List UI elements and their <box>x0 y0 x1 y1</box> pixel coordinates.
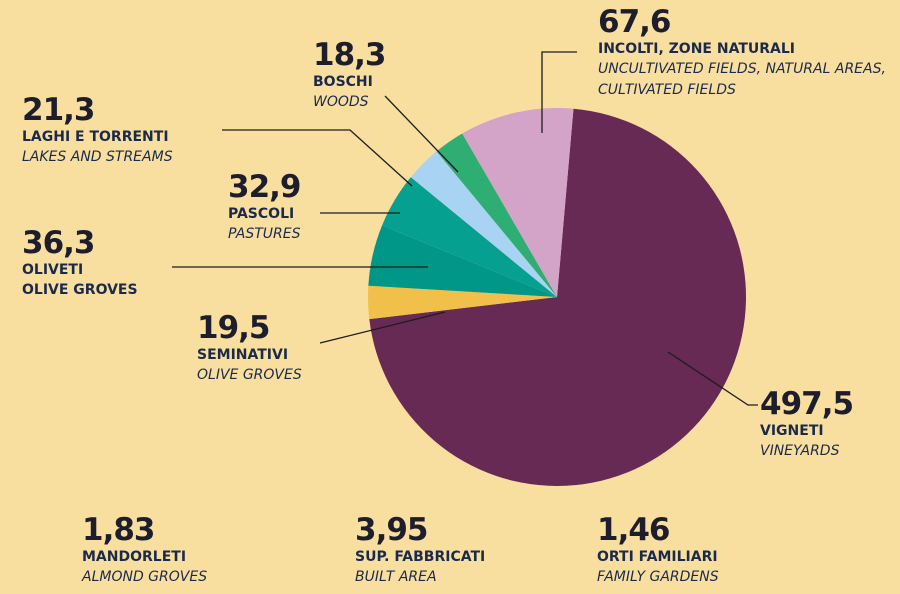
slice-translation: OLIVE GROVES <box>22 282 138 298</box>
slice-value: 18,3 <box>313 37 387 73</box>
extra-name: SUP. FABBRICATI <box>355 549 486 565</box>
slice-translation: OLIVE GROVES <box>197 367 302 383</box>
extra-value: 1,83 <box>82 512 156 548</box>
slice-value: 19,5 <box>197 310 271 346</box>
extra-name: MANDORLETI <box>82 549 187 565</box>
extra-translation: BUILT AREA <box>355 569 437 585</box>
leader-line <box>541 51 577 133</box>
extra-name: ORTI FAMILIARI <box>597 549 718 565</box>
extra-translation: ALMOND GROVES <box>82 569 208 585</box>
slice-name: BOSCHI <box>313 74 373 90</box>
extra-label: 1,46 ORTI FAMILIARI FAMILY GARDENS <box>597 513 827 588</box>
slice-translation: VINEYARDS <box>760 443 840 459</box>
slice-translation: WOODS <box>313 94 369 110</box>
leader-line <box>319 311 446 344</box>
extra-value: 3,95 <box>355 512 429 548</box>
slice-name: OLIVETI <box>22 262 84 278</box>
slice-name: PASCOLI <box>228 206 295 222</box>
slice-label: 67,6 INCOLTI, ZONE NATURALI UNCULTIVATED F… <box>598 5 888 101</box>
leader-line <box>222 129 413 187</box>
pie-slice <box>382 177 557 297</box>
pie-slice <box>462 107 574 297</box>
slice-label: 497,5 VIGNETI VINEYARDS <box>760 387 900 462</box>
extra-translation: FAMILY GARDENS <box>597 569 719 585</box>
slice-name: LAGHI E TORRENTI <box>22 129 169 145</box>
slice-label: 21,3 LAGHI E TORRENTI LAKES AND STREAMS <box>22 93 242 168</box>
extra-label: 1,83 MANDORLETI ALMOND GROVES <box>82 513 312 588</box>
slice-value: 32,9 <box>228 169 302 205</box>
pie-slice <box>368 285 557 320</box>
slice-value: 497,5 <box>760 386 854 422</box>
slice-label: 36,3 OLIVETI OLIVE GROVES <box>22 226 242 301</box>
slice-name: INCOLTI, ZONE NATURALI <box>598 41 795 57</box>
slice-label: 19,5 SEMINATIVI OLIVE GROVES <box>197 311 397 386</box>
pie-slice <box>369 108 746 486</box>
slice-value: 67,6 <box>598 4 672 40</box>
slice-translation: PASTURES <box>228 226 301 242</box>
slice-name: SEMINATIVI <box>197 347 289 363</box>
pie-slice <box>368 225 557 297</box>
pie-slice <box>436 133 557 297</box>
pie-slice <box>410 151 557 297</box>
slice-translation: UNCULTIVATED FIELDS, NATURAL AREAS, CULT… <box>598 61 886 98</box>
leader-line <box>667 351 758 406</box>
slice-translation: LAKES AND STREAMS <box>22 149 173 165</box>
slice-name: VIGNETI <box>760 423 824 439</box>
slice-value: 36,3 <box>22 225 96 261</box>
extra-value: 1,46 <box>597 512 671 548</box>
slice-value: 21,3 <box>22 92 96 128</box>
extra-label: 3,95 SUP. FABBRICATI BUILT AREA <box>355 513 585 588</box>
slice-label: 32,9 PASCOLI PASTURES <box>228 170 388 245</box>
leader-line <box>384 95 459 173</box>
slice-label: 18,3 BOSCHI WOODS <box>313 38 453 113</box>
